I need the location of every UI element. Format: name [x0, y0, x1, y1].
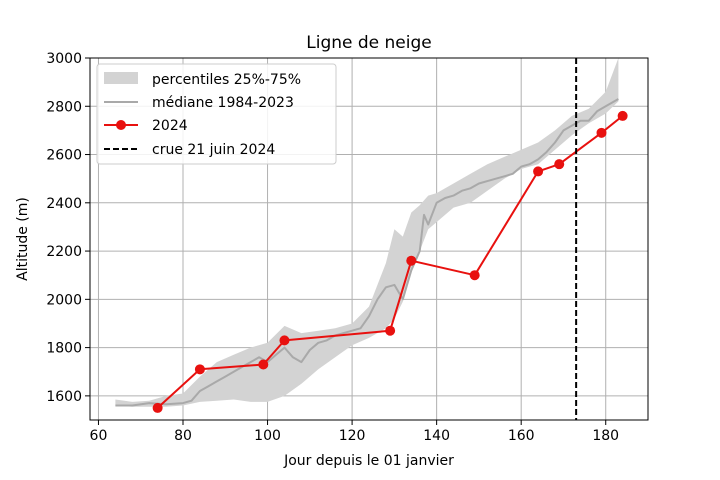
x-tick-label-0: 60	[90, 428, 108, 444]
y-tick-label-6: 2800	[46, 99, 82, 115]
x-tick-label-5: 160	[508, 428, 535, 444]
series-2024-point-8	[554, 159, 565, 170]
legend-swatch-2024-marker	[116, 120, 126, 130]
series-2024-point-2	[258, 359, 269, 370]
median-line	[115, 98, 619, 407]
series-2024-point-7	[533, 166, 544, 177]
y-tick-label-1: 1800	[46, 341, 82, 357]
x-tick-label-1: 80	[174, 428, 192, 444]
percentile-band	[115, 58, 619, 407]
x-tick-label-4: 140	[423, 428, 450, 444]
chart-title: Ligne de neige	[306, 33, 431, 53]
y-tick-label-5: 2600	[46, 148, 82, 164]
x-tick-label-3: 120	[339, 428, 366, 444]
legend-swatch-band	[104, 72, 138, 84]
legend-box	[96, 63, 337, 165]
legend-label-2024: 2024	[152, 118, 188, 134]
plot-frame	[89, 57, 649, 421]
series-layer	[115, 58, 628, 420]
x-tick-label-6: 180	[592, 428, 619, 444]
series-2024-point-1	[194, 364, 205, 375]
series-2024-point-5	[406, 255, 417, 266]
series-2024-point-9	[596, 127, 607, 138]
ticks: 60 80 100 120 140 160 180 1600 1800 2000 2200 2400 2…	[46, 51, 619, 444]
series-2024-point-3	[279, 335, 290, 346]
y-axis-label: Altitude (m)	[15, 197, 31, 281]
series-2024-point-4	[385, 325, 396, 336]
x-axis-label: Jour depuis le 01 janvier	[283, 453, 454, 469]
y-tick-label-2: 2000	[46, 292, 82, 308]
legend-label-flood: crue 21 juin 2024	[152, 142, 275, 158]
x-tick-label-2: 100	[254, 428, 281, 444]
legend: percentiles 25%-75% médiane 1984-2023 20…	[96, 63, 337, 165]
y-tick-label-0: 1600	[46, 389, 82, 405]
y-tick-label-4: 2400	[46, 196, 82, 212]
legend-label-median: médiane 1984-2023	[152, 95, 294, 111]
series-2024-point-0	[152, 402, 163, 413]
y-tick-label-3: 2200	[46, 244, 82, 260]
series-2024-point-6	[469, 270, 480, 281]
legend-label-band: percentiles 25%-75%	[152, 72, 301, 88]
y-tick-label-7: 3000	[46, 51, 82, 67]
series-2024-point-10	[617, 110, 628, 121]
